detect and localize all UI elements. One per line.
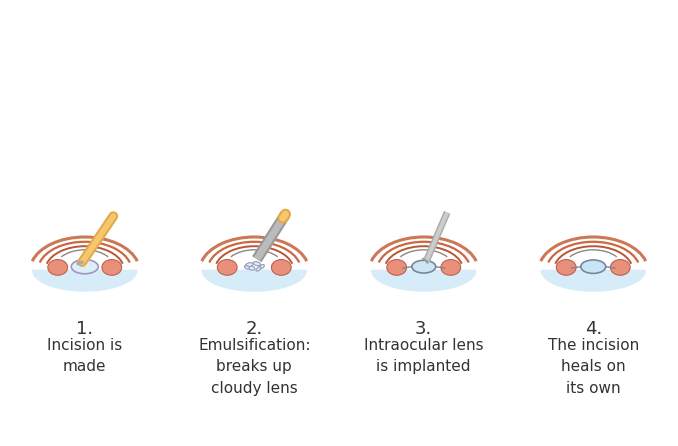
Text: Intraocular lens
is implanted: Intraocular lens is implanted — [364, 338, 483, 375]
Ellipse shape — [259, 264, 264, 269]
Text: 1.: 1. — [76, 320, 94, 338]
Text: CATARACT SURGERY: CATARACT SURGERY — [102, 31, 576, 73]
Text: STEPS: STEPS — [265, 101, 413, 143]
Ellipse shape — [245, 263, 253, 268]
Ellipse shape — [610, 260, 630, 275]
Ellipse shape — [48, 260, 68, 275]
Polygon shape — [202, 270, 306, 291]
Ellipse shape — [557, 260, 576, 275]
Ellipse shape — [245, 266, 250, 269]
Ellipse shape — [254, 262, 260, 266]
Text: 3.: 3. — [415, 320, 433, 338]
Ellipse shape — [256, 267, 261, 271]
Ellipse shape — [102, 260, 121, 275]
Polygon shape — [541, 270, 645, 291]
Polygon shape — [372, 270, 476, 291]
Ellipse shape — [581, 260, 605, 273]
Ellipse shape — [248, 266, 255, 270]
Ellipse shape — [218, 260, 237, 275]
Ellipse shape — [387, 260, 407, 275]
Text: The incision
heals on
its own: The incision heals on its own — [548, 338, 639, 396]
Ellipse shape — [412, 260, 436, 273]
Text: Emulsification:
breaks up
cloudy lens: Emulsification: breaks up cloudy lens — [198, 338, 311, 396]
Text: 2.: 2. — [245, 320, 263, 338]
Ellipse shape — [77, 263, 87, 267]
Polygon shape — [33, 270, 137, 291]
Ellipse shape — [271, 260, 291, 275]
Text: 4.: 4. — [584, 320, 602, 338]
Ellipse shape — [441, 260, 460, 275]
Text: Incision is
made: Incision is made — [47, 338, 122, 375]
Ellipse shape — [71, 260, 98, 274]
